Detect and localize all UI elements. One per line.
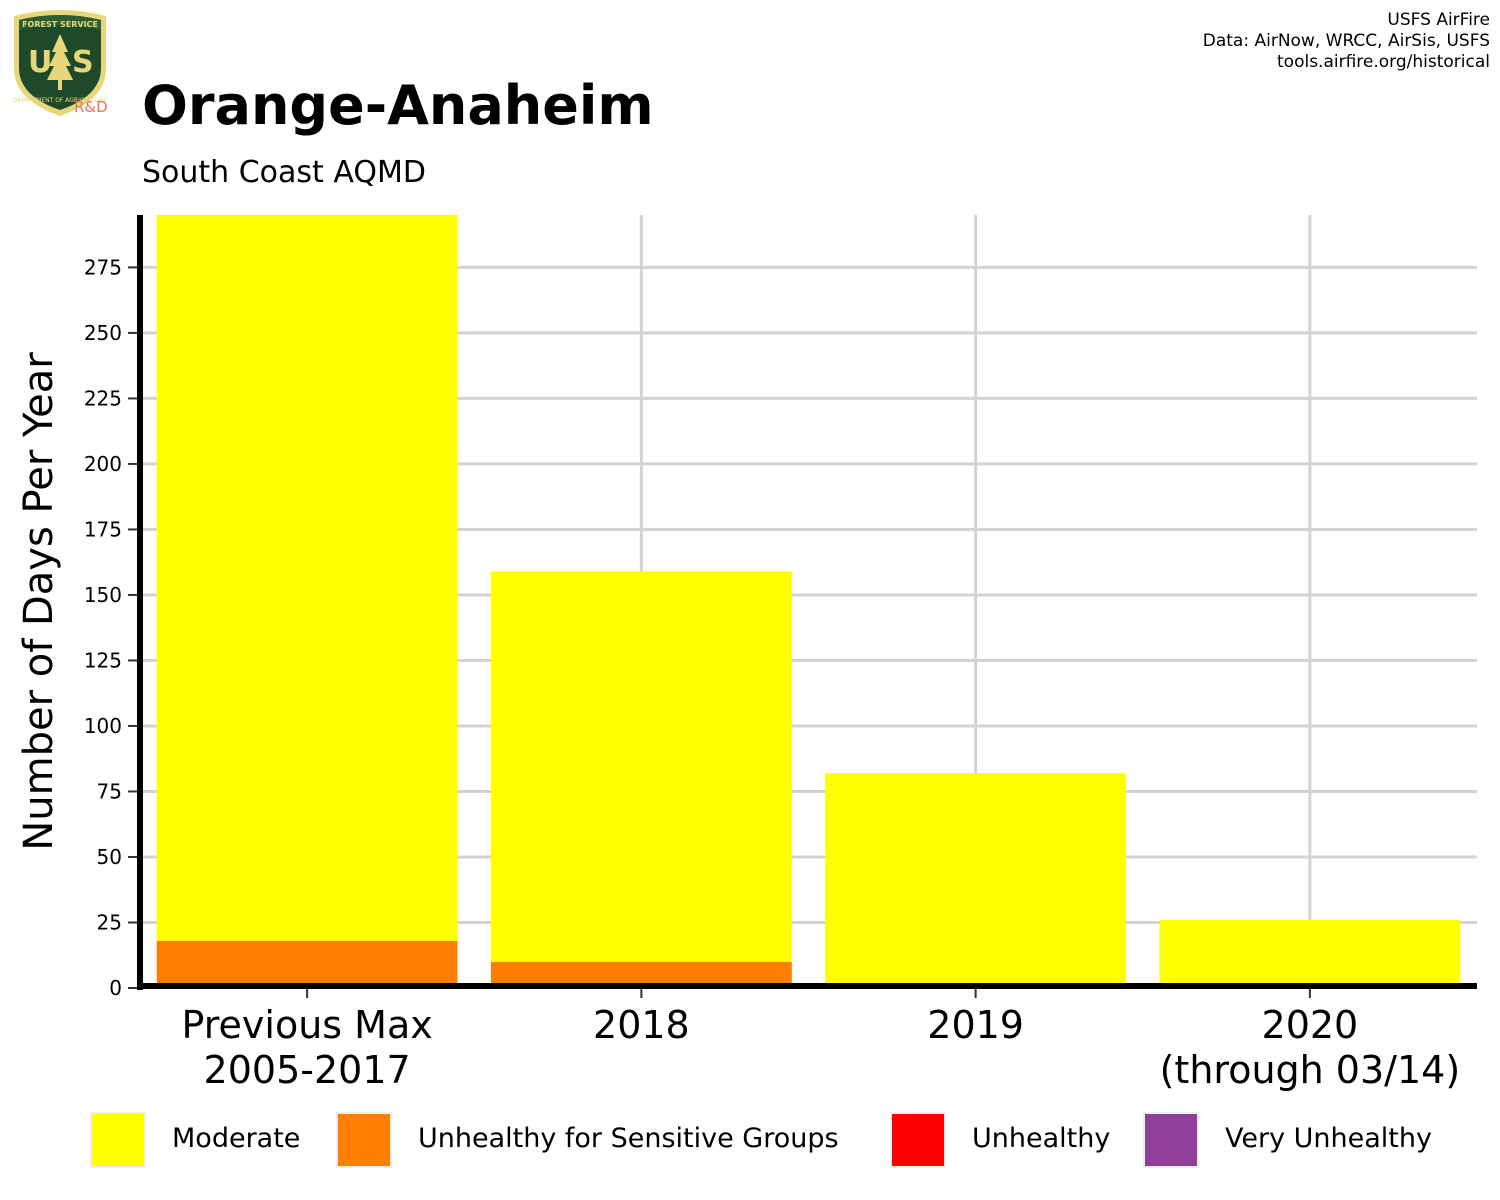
x-tick-label: Previous Max [182, 1003, 433, 1047]
y-tick-label: 125 [84, 648, 122, 672]
chart-title: Orange-Anaheim [142, 74, 654, 137]
y-tick-label: 275 [84, 255, 122, 279]
x-tick-label: (through 03/14) [1160, 1048, 1461, 1092]
y-axis-label: Number of Days Per Year [16, 352, 62, 851]
y-tick-label: 100 [84, 714, 122, 738]
legend-swatch [1143, 1112, 1199, 1168]
svg-text:U: U [28, 45, 52, 80]
y-tick-label: 175 [84, 517, 122, 541]
bar-segment [1159, 919, 1461, 988]
legend-label: Unhealthy for Sensitive Groups [418, 1123, 839, 1154]
credits: USFS AirFire Data: AirNow, WRCC, AirSis,… [1203, 10, 1490, 73]
legend-swatch [336, 1112, 392, 1168]
y-tick-label: 0 [109, 976, 122, 1000]
chart-subtitle: South Coast AQMD [142, 155, 426, 190]
y-tick-label: 250 [84, 321, 122, 345]
legend-label: Moderate [172, 1123, 301, 1154]
x-tick-label: 2019 [927, 1003, 1024, 1047]
x-tick-label: 2020 [1262, 1003, 1359, 1047]
credit-line: Data: AirNow, WRCC, AirSis, USFS [1202, 31, 1490, 51]
y-tick-label: 50 [97, 845, 122, 869]
legend-label: Unhealthy [972, 1123, 1111, 1154]
y-tick-label: 150 [84, 583, 122, 607]
bar-segment [490, 571, 792, 962]
bar-segment [825, 773, 1127, 988]
bar-segment [156, 940, 458, 988]
credit-line: USFS AirFire [1387, 10, 1490, 30]
svg-text:DEPARTMENT OF AGRICULTURE: DEPARTMENT OF AGRICULTURE [13, 97, 107, 104]
x-tick-label: 2005-2017 [204, 1048, 411, 1092]
bar-segment [156, 215, 458, 941]
svg-text:S: S [72, 45, 94, 80]
chart-plot: 0 25 50 75 100 125 150 175 200 225 250 275 Previous … [16, 215, 1477, 1092]
usfs-logo: FOREST SERVICE U S DEPARTMENT OF AGRICUL… [13, 10, 107, 116]
svg-text:FOREST SERVICE: FOREST SERVICE [22, 20, 98, 29]
logo-rd-tag: R&D [74, 98, 108, 116]
legend-label: Very Unhealthy [1225, 1123, 1432, 1154]
credit-line: tools.airfire.org/historical [1277, 52, 1490, 72]
y-tick-label: 25 [97, 910, 122, 934]
x-tick-label: 2018 [593, 1003, 690, 1047]
y-tick-label: 225 [84, 386, 122, 410]
legend: Moderate Unhealthy for Sensitive Groups … [0, 1110, 1500, 1170]
legend-swatch [890, 1112, 946, 1168]
legend-swatch [90, 1112, 146, 1168]
y-tick-label: 200 [84, 452, 122, 476]
y-tick-label: 75 [97, 779, 122, 803]
